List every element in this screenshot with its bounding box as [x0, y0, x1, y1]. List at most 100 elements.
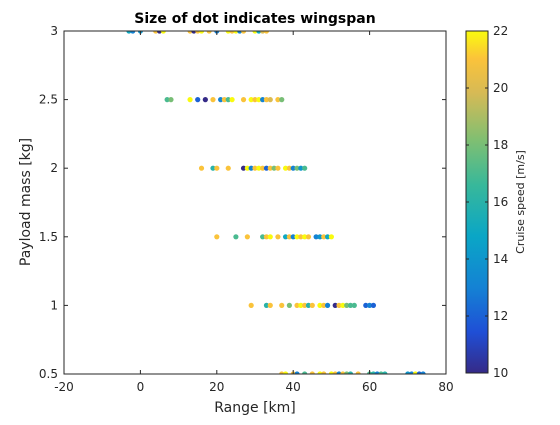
data-point [294, 234, 300, 240]
data-point [282, 165, 289, 171]
data-point [298, 165, 304, 171]
data-point [275, 97, 281, 103]
data-point [363, 302, 369, 308]
data-point [237, 31, 243, 34]
data-point [275, 234, 281, 240]
y-tick-label: 0.5 [39, 367, 58, 381]
data-point [263, 165, 270, 171]
data-point [328, 371, 334, 374]
data-point [378, 371, 384, 374]
data-point [286, 165, 292, 171]
colorbar-tick-label: 12 [493, 309, 508, 323]
plot-frame [63, 30, 447, 375]
data-point [355, 371, 361, 374]
data-point [321, 302, 327, 308]
data-point [267, 165, 273, 171]
data-point [267, 234, 273, 240]
data-point [298, 302, 304, 308]
data-point [198, 31, 205, 34]
data-point [302, 165, 308, 171]
data-point [340, 302, 346, 308]
data-point [347, 371, 354, 374]
data-point [229, 97, 235, 103]
data-point [409, 371, 415, 374]
data-point [324, 234, 331, 240]
x-axis-label: Range [km] [214, 400, 296, 416]
x-tick-label: 20 [209, 380, 224, 394]
data-point [187, 31, 193, 34]
colorbar-ticks: 10 12 14 16 18 20 22 [466, 24, 508, 380]
y-tick-label: 2.5 [39, 93, 58, 107]
data-point [275, 165, 281, 171]
data-point [164, 97, 170, 103]
data-point [260, 31, 266, 34]
data-point [382, 371, 388, 374]
chart-title: Size of dot indicates wingspan [134, 11, 375, 27]
y-tick-label: 1 [50, 298, 58, 312]
data-point [344, 302, 350, 308]
data-point [202, 97, 208, 103]
data-point [344, 371, 350, 374]
data-point [370, 302, 377, 308]
x-tick-label: 0 [137, 380, 145, 394]
data-point [256, 31, 262, 34]
data-point [263, 97, 270, 103]
data-point [240, 31, 247, 34]
data-point [240, 165, 247, 171]
data-point [126, 31, 132, 34]
data-point [282, 234, 289, 240]
data-point [248, 302, 254, 308]
data-point [317, 302, 323, 308]
data-point [420, 371, 426, 374]
data-point [252, 165, 258, 171]
data-point [244, 234, 250, 240]
data-point [210, 165, 216, 171]
data-point [160, 31, 166, 34]
data-point [321, 371, 327, 374]
data-point [294, 371, 300, 374]
data-point [229, 31, 235, 34]
y-axis-label: Payload mass [kg] [18, 138, 34, 266]
data-point [225, 97, 231, 103]
data-point [332, 371, 338, 374]
data-point [279, 97, 285, 103]
data-point [233, 31, 239, 34]
data-point [309, 302, 315, 308]
y-tick-label: 1.5 [39, 230, 58, 244]
data-point [328, 234, 334, 240]
data-point [260, 234, 266, 240]
data-point [260, 97, 266, 103]
data-point [317, 234, 323, 240]
colorbar [465, 30, 489, 374]
data-point [156, 31, 163, 34]
colorbar-tick-label: 10 [493, 366, 508, 380]
data-point [214, 165, 220, 171]
data-point [263, 234, 270, 240]
data-point [210, 97, 216, 103]
data-point [286, 302, 292, 308]
data-point [187, 97, 193, 103]
data-point [286, 234, 292, 240]
data-point [279, 302, 285, 308]
y-tick-label: 3 [50, 24, 58, 38]
data-point [412, 371, 419, 374]
data-point [340, 371, 346, 374]
data-point [309, 371, 315, 374]
data-point [267, 302, 273, 308]
x-tick-label: -20 [54, 380, 74, 394]
data-point [252, 31, 258, 34]
data-point [324, 302, 331, 308]
colorbar-tick-label: 18 [493, 138, 508, 152]
data-point [195, 31, 201, 34]
data-point [252, 97, 258, 103]
data-point [290, 234, 296, 240]
data-point [248, 97, 254, 103]
x-tick-label: 60 [362, 380, 377, 394]
data-point [367, 302, 373, 308]
data-point [130, 31, 136, 34]
data-point [336, 371, 342, 374]
data-point [221, 97, 228, 103]
data-point [267, 97, 273, 103]
